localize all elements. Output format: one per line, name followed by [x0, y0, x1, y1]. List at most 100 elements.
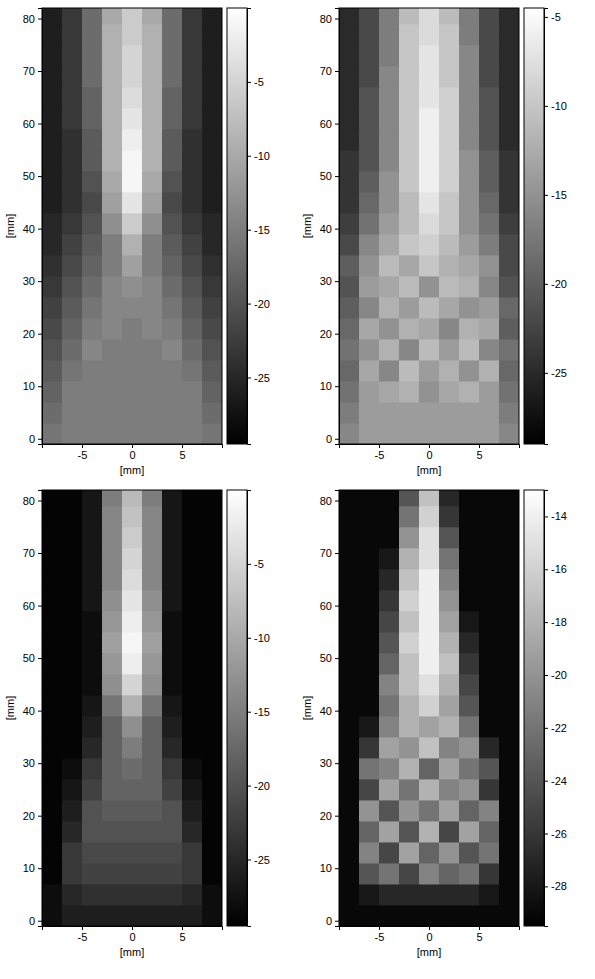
cell — [82, 8, 103, 24]
cell — [82, 527, 103, 549]
cell — [142, 8, 163, 24]
cell — [182, 490, 203, 506]
cell — [499, 213, 519, 235]
cell — [419, 527, 440, 549]
cell — [42, 192, 63, 214]
cell — [439, 758, 460, 780]
cell — [379, 632, 400, 654]
cell — [202, 611, 222, 633]
cell — [82, 24, 103, 46]
cell — [202, 318, 222, 340]
cell — [379, 674, 400, 696]
cell — [459, 108, 480, 130]
cell — [102, 129, 123, 151]
x-axis: -505 — [340, 444, 520, 461]
tick-mark — [247, 859, 251, 860]
cell — [182, 632, 203, 654]
cell — [439, 276, 460, 298]
cell — [379, 800, 400, 822]
cell — [359, 66, 380, 88]
cell — [379, 863, 400, 885]
cell — [479, 506, 500, 528]
cell — [459, 590, 480, 612]
cell — [122, 297, 143, 319]
cell — [439, 821, 460, 843]
cell — [142, 863, 163, 885]
cell — [339, 297, 360, 319]
axis-line — [38, 491, 43, 927]
cell — [182, 297, 203, 319]
tick: 20 — [320, 810, 339, 822]
cell — [479, 548, 500, 570]
cell — [82, 506, 103, 528]
cell — [479, 318, 500, 340]
cell — [42, 590, 63, 612]
cell — [339, 674, 360, 696]
cell — [439, 674, 460, 696]
cell — [102, 506, 123, 528]
cell — [42, 490, 63, 506]
cell — [379, 87, 400, 109]
cell — [82, 884, 103, 906]
tick-mark — [38, 71, 42, 72]
cell — [399, 87, 420, 109]
cell — [122, 24, 143, 46]
cell — [399, 381, 420, 403]
tick-label: -5 — [78, 449, 88, 461]
cell — [62, 758, 83, 780]
cell — [182, 381, 203, 403]
panel: -50501020304050607080[mm][mm]-5-10-15-20… — [4, 3, 270, 476]
tick: -5 — [78, 926, 88, 943]
cell — [122, 423, 143, 444]
tick-label: 60 — [320, 600, 332, 612]
cell — [142, 423, 163, 444]
cell — [182, 423, 203, 444]
cell — [339, 87, 360, 109]
cell — [339, 171, 360, 193]
tick-mark — [335, 868, 339, 869]
cell — [122, 863, 143, 885]
cell — [459, 800, 480, 822]
x-axis-title: [mm] — [417, 946, 441, 958]
tick: -14 — [544, 510, 567, 522]
cell — [102, 800, 123, 822]
cell — [42, 758, 63, 780]
cell — [419, 506, 440, 528]
cell — [359, 758, 380, 780]
figure: -50501020304050607080[mm][mm]-5-10-15-20… — [0, 0, 595, 979]
cell — [439, 884, 460, 906]
cell — [182, 653, 203, 675]
cell — [359, 842, 380, 864]
tick-label: 70 — [320, 547, 332, 559]
x-axis-title: [mm] — [120, 946, 144, 958]
tick: 5 — [476, 926, 482, 943]
cell — [162, 611, 183, 633]
cell — [419, 129, 440, 151]
tick-label: 0 — [29, 915, 35, 927]
cell — [339, 213, 360, 235]
plot-frame — [42, 490, 222, 926]
cell — [82, 821, 103, 843]
cell — [439, 234, 460, 256]
cell — [102, 695, 123, 717]
cell — [439, 842, 460, 864]
cell — [379, 506, 400, 528]
cell — [419, 108, 440, 130]
tick-mark — [335, 334, 339, 335]
cell — [359, 716, 380, 738]
tick: -10 — [544, 100, 567, 112]
tick-label: 70 — [320, 65, 332, 77]
cell — [162, 339, 183, 361]
cell — [62, 884, 83, 906]
cell — [62, 695, 83, 717]
cell — [459, 653, 480, 675]
tick: -10 — [247, 632, 270, 644]
cell — [122, 842, 143, 864]
cell — [379, 150, 400, 172]
cell — [359, 87, 380, 109]
cell — [62, 234, 83, 256]
cell — [42, 674, 63, 696]
cell — [102, 905, 123, 926]
tick-label: -5 — [375, 449, 385, 461]
cell — [479, 611, 500, 633]
